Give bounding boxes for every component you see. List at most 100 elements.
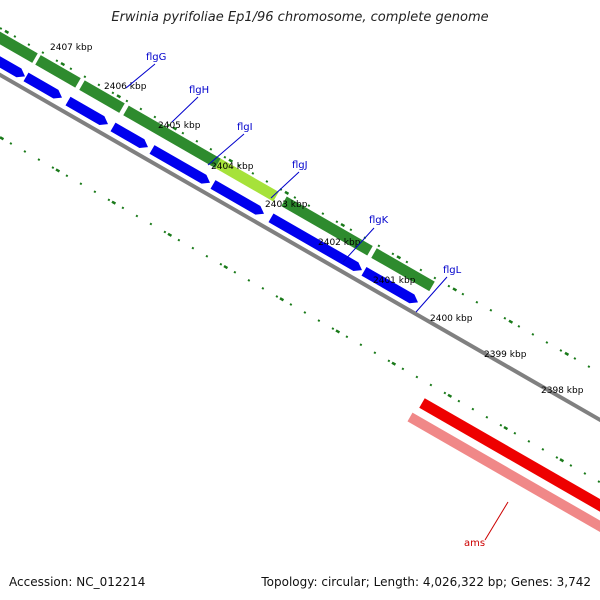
tick-dot <box>125 99 129 103</box>
kbp-label: 2398 kbp <box>541 386 584 396</box>
tick-dot <box>461 292 465 296</box>
tick-dot <box>93 190 97 194</box>
tick-dot <box>555 456 559 459</box>
cds-arrow <box>361 266 418 304</box>
gene-label-flgl: flgL <box>443 265 462 276</box>
cds-arrow <box>23 72 62 99</box>
gene-leader-line <box>125 63 156 89</box>
tick-dot <box>345 335 349 339</box>
tick-dot <box>489 308 493 312</box>
major-tick <box>335 329 341 334</box>
tick-dot <box>559 349 563 352</box>
gene-label-flgj: flgJ <box>292 160 308 171</box>
tick-dot <box>107 198 111 202</box>
tick-dot <box>429 383 433 387</box>
tick-dot <box>569 464 573 467</box>
tick-dot <box>37 158 41 161</box>
major-tick <box>0 136 5 141</box>
tick-dot <box>307 204 311 207</box>
tick-dot <box>9 142 13 145</box>
tick-dot <box>135 214 139 218</box>
tick-dot <box>181 131 185 135</box>
tick-dot <box>359 343 363 347</box>
tick-dot <box>419 268 423 272</box>
tick-dot <box>517 324 521 328</box>
tick-dot <box>541 448 545 451</box>
tick-rings <box>0 27 600 483</box>
tick-dot <box>223 155 227 159</box>
feature-tracks <box>0 31 600 533</box>
gene-track-segment <box>35 55 81 88</box>
tick-dot <box>191 246 195 250</box>
tick-dot <box>79 182 83 186</box>
major-tick <box>564 351 570 356</box>
gene-label-flgk: flgK <box>369 215 389 226</box>
tick-dot <box>583 472 587 475</box>
tick-dot <box>597 480 600 483</box>
tick-dot <box>527 439 531 443</box>
tick-dot <box>55 59 59 63</box>
kbp-label: 2402 kbp <box>318 238 361 248</box>
major-tick <box>223 264 229 270</box>
tick-dot <box>373 351 377 355</box>
cds-arrow <box>149 145 210 184</box>
major-tick <box>167 232 173 237</box>
ams-gene-bar <box>407 412 600 533</box>
cds-arrow <box>110 122 148 148</box>
gene-track-segment <box>281 196 373 256</box>
gene-leader-line <box>270 171 300 199</box>
tick-dot <box>475 300 479 304</box>
gene-label-ams: ams <box>464 538 485 549</box>
tick-dot <box>457 399 461 403</box>
gene-track-segment <box>371 248 435 292</box>
major-tick <box>503 425 509 431</box>
tick-dot <box>485 415 489 419</box>
tick-dot <box>237 163 241 167</box>
tick-dot <box>111 91 115 95</box>
tick-dot <box>251 172 255 175</box>
tick-dot <box>335 220 339 224</box>
kbp-label: 2403 kbp <box>265 200 308 210</box>
major-tick <box>55 168 61 173</box>
kbp-label: 2400 kbp <box>430 314 473 324</box>
kbp-labels: 2407 kbp 2406 kbp 2405 kbp 2404 kbp 2403 kbp… <box>50 43 584 396</box>
tick-dot <box>177 238 181 242</box>
tick-dot <box>503 316 507 320</box>
major-tick <box>172 126 178 131</box>
major-tick <box>559 458 565 463</box>
tick-dot <box>405 260 409 264</box>
tick-dot <box>331 327 335 331</box>
gene-labels: flgG flgH flgI flgJ flgK flgL ams <box>125 52 509 549</box>
tick-dot <box>23 150 27 153</box>
gene-label-flgi: flgI <box>237 122 253 133</box>
cds-arrow <box>268 213 362 271</box>
cds-arrow <box>0 56 25 78</box>
tick-dot <box>121 206 125 210</box>
gene-track-segment <box>79 80 125 113</box>
kbp-label: 2406 kbp <box>104 82 147 92</box>
major-tick <box>60 61 66 67</box>
tick-dot <box>275 295 279 298</box>
tick-dot <box>377 244 381 248</box>
backbone-line <box>0 72 600 423</box>
tick-dot <box>321 212 325 216</box>
highlighted-gene-segment <box>215 158 279 202</box>
map-title: Erwinia pyrifoliae Ep1/96 chromosome, co… <box>111 10 489 25</box>
gene-track-segment <box>123 105 221 169</box>
tick-dot <box>83 75 87 79</box>
topology-summary: Topology: circular; Length: 4,026,322 bp… <box>261 575 591 589</box>
cds-arrow <box>65 96 108 125</box>
tick-dot <box>153 115 157 119</box>
tick-dot <box>195 139 199 143</box>
kbp-label: 2407 kbp <box>50 43 93 53</box>
tick-dot <box>0 27 3 30</box>
major-tick <box>111 200 117 205</box>
tick-dot <box>443 391 447 395</box>
cds-arrow <box>210 180 264 215</box>
tick-dot <box>13 35 17 38</box>
gene-leader-line <box>415 276 448 313</box>
tick-dot <box>209 147 213 151</box>
major-tick <box>391 361 397 366</box>
tick-dot <box>139 107 143 111</box>
